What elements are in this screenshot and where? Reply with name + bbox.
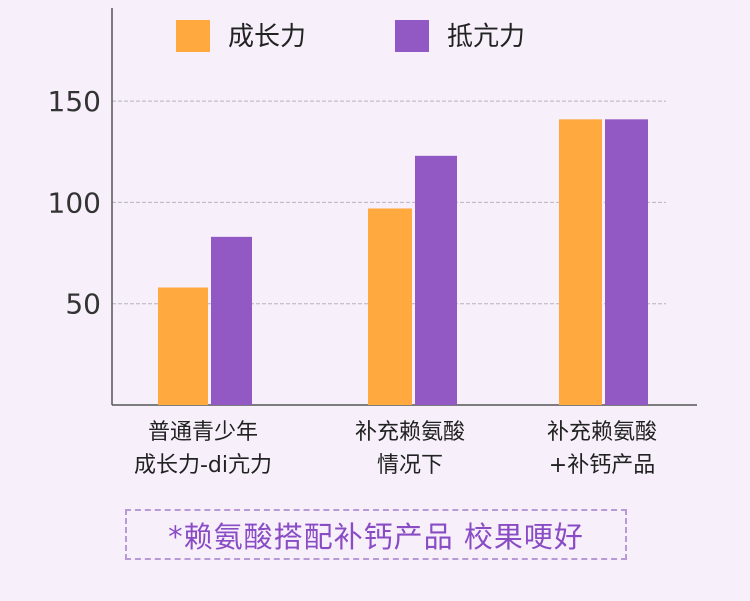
bar <box>211 236 252 405</box>
x-tick-label: 补充赖氨酸 <box>355 420 465 445</box>
y-tick-label: 150 <box>48 85 101 118</box>
x-tick-label: 补充赖氨酸 <box>547 420 657 445</box>
bar <box>559 119 602 406</box>
x-tick-label: +补钙产品 <box>549 453 655 478</box>
legend-label: 抵亢力 <box>447 22 525 52</box>
bar <box>415 155 457 405</box>
x-tick-label: 成长力-di亢力 <box>134 453 272 478</box>
x-tick-label: 情况下 <box>377 453 443 478</box>
bar <box>605 119 648 406</box>
legend-swatch <box>176 20 210 52</box>
legend-label: 成长力 <box>228 22 306 52</box>
legend-swatch <box>395 20 429 52</box>
x-tick-label: 普通青少年 <box>148 420 258 445</box>
y-tick-label: 50 <box>65 288 101 321</box>
footnote-box: *赖氨酸搭配补钙产品 校果哽好 <box>125 509 627 560</box>
y-tick-label: 100 <box>48 186 101 219</box>
bar <box>368 208 412 405</box>
bar <box>158 287 208 405</box>
footnote-text: *赖氨酸搭配补钙产品 校果哽好 <box>168 519 584 554</box>
